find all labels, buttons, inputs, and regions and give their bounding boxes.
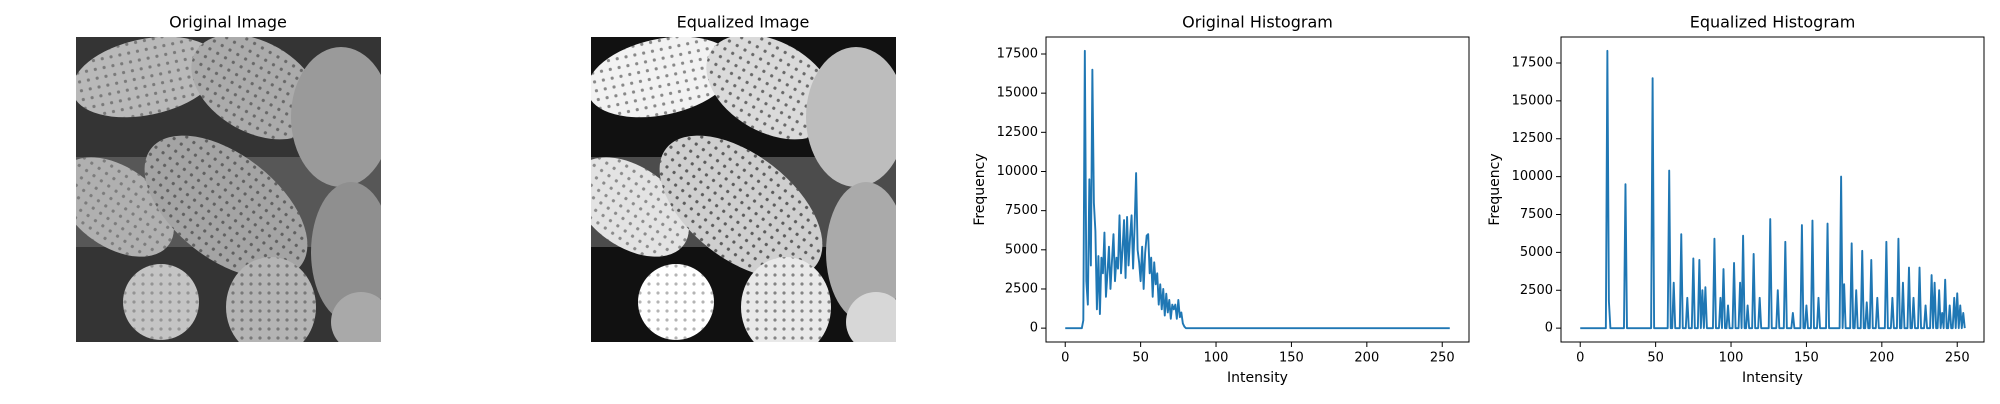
y-axis-label: Frequency: [1487, 153, 1503, 225]
x-tick-label: 0: [1576, 351, 1584, 366]
x-axis-label: Intensity: [1227, 370, 1288, 386]
y-tick-label: 15000: [1512, 93, 1553, 108]
y-tick-label: 10000: [1512, 169, 1553, 184]
y-tick-label: 7500: [1005, 203, 1038, 218]
chart-title: Original Histogram: [1182, 13, 1333, 32]
y-tick-label: 17500: [997, 46, 1038, 61]
plot-frame: [1560, 36, 1985, 343]
image-panel: Equalized Image: [591, 13, 896, 342]
x-tick-label: 150: [1794, 351, 1819, 366]
image-title: Equalized Image: [677, 13, 810, 32]
y-tick-label: 5000: [1520, 245, 1553, 260]
y-tick-label: 12500: [997, 125, 1038, 140]
x-tick-label: 100: [1204, 351, 1229, 366]
x-tick-label: 50: [1132, 351, 1149, 366]
x-tick-label: 100: [1719, 351, 1744, 366]
x-tick-label: 200: [1869, 351, 1894, 366]
plot-frame: [1045, 36, 1470, 343]
chart-title: Equalized Histogram: [1690, 13, 1856, 32]
y-tick-label: 7500: [1520, 207, 1553, 222]
y-tick-label: 2500: [1520, 283, 1553, 298]
y-tick-label: 0: [1545, 321, 1553, 336]
image-panel: Original Image: [76, 13, 381, 342]
x-tick-label: 250: [1945, 351, 1970, 366]
line: [1580, 49, 1966, 330]
x-tick-label: 0: [1061, 351, 1069, 366]
image-title: Original Image: [169, 13, 287, 32]
x-tick-label: 50: [1647, 351, 1664, 366]
line: [1065, 49, 1450, 330]
x-tick-label: 150: [1279, 351, 1304, 366]
y-tick-label: 2500: [1005, 281, 1038, 296]
y-tick-label: 12500: [1512, 131, 1553, 146]
image: [591, 37, 896, 342]
x-tick-label: 250: [1430, 351, 1455, 366]
y-tick-label: 15000: [997, 86, 1038, 101]
y-tick-label: 17500: [1512, 55, 1553, 70]
y-tick-label: 10000: [997, 164, 1038, 179]
y-tick-label: 0: [1030, 321, 1038, 336]
x-axis-label: Intensity: [1742, 370, 1803, 386]
image: [76, 37, 381, 342]
y-tick-label: 5000: [1005, 242, 1038, 257]
x-tick-label: 200: [1354, 351, 1379, 366]
y-axis-label: Frequency: [972, 153, 988, 225]
